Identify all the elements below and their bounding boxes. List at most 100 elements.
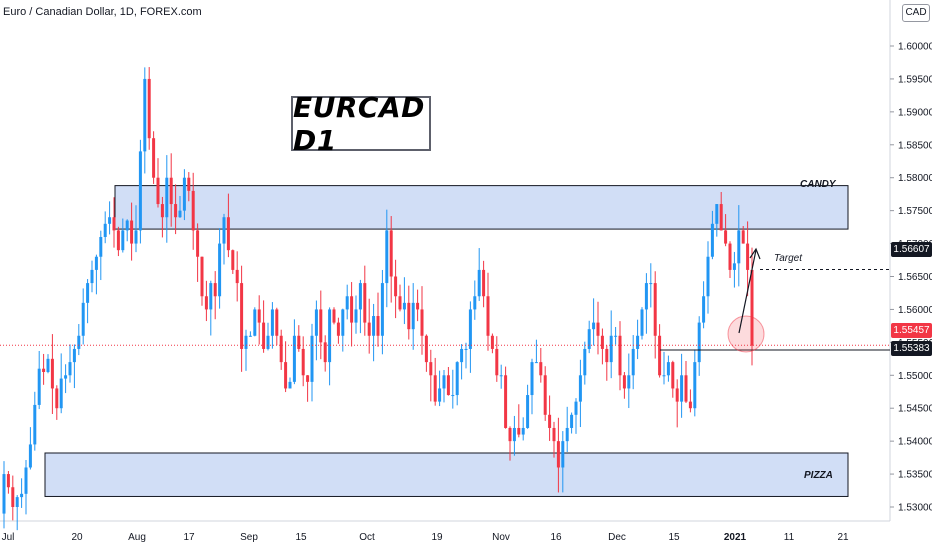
candle-body (59, 378, 63, 409)
candle-body (292, 335, 296, 382)
candle-body (262, 322, 266, 349)
candle-body (306, 375, 310, 382)
last-price-tag: 1.55457 (891, 323, 932, 338)
price-tick-label: 1.58000 (898, 173, 932, 184)
time-tick-label: 15 (295, 532, 307, 543)
candle-body (64, 375, 68, 379)
candle-body (24, 467, 28, 494)
candle-body (675, 388, 679, 402)
candle-body (385, 230, 389, 284)
candle-body (156, 177, 160, 205)
candle-body (152, 138, 156, 178)
candle-body (468, 309, 472, 349)
candle-body (693, 362, 697, 409)
candle-body (46, 358, 50, 372)
price-axis[interactable]: 1.530001.535001.540001.545001.550001.555… (890, 42, 932, 514)
support-price-tag: 1.55383 (891, 341, 932, 356)
candle-body (213, 283, 217, 297)
candle-body (688, 401, 692, 409)
candle-body (517, 427, 521, 435)
candle-body (2, 474, 6, 514)
time-tick-label: Sep (240, 532, 258, 543)
candle-body (363, 283, 367, 323)
candle-body (394, 276, 398, 297)
price-tick-label: 1.53500 (898, 470, 932, 481)
time-tick-label: Oct (359, 532, 375, 543)
candle-body (336, 322, 340, 336)
candle-body (407, 302, 411, 330)
candle-body (495, 348, 499, 376)
currency-button[interactable]: CAD (902, 4, 930, 22)
time-tick-label: 11 (784, 532, 795, 543)
candle-body (275, 309, 279, 336)
candle-body (99, 236, 103, 257)
candle-body (605, 348, 609, 363)
candle-body (15, 497, 19, 507)
price-tick-label: 1.54500 (898, 404, 932, 415)
candle-body (231, 250, 235, 270)
candle-body (477, 269, 481, 297)
candle-body (539, 362, 543, 376)
time-tick-label: 2021 (724, 532, 747, 543)
candle-body (165, 177, 169, 218)
zone-pizza (44, 452, 849, 497)
candle-body (253, 309, 257, 336)
candle-body (42, 368, 46, 372)
candle-body (644, 283, 648, 310)
candle-body (341, 309, 345, 336)
candles-layer (2, 67, 754, 531)
candle-body (649, 283, 653, 285)
candle-body (134, 230, 138, 244)
candle-body (20, 493, 24, 498)
candle-body (486, 296, 490, 336)
target-arrow-head (749, 247, 761, 260)
candle-body (350, 296, 354, 323)
candle-body (746, 243, 750, 270)
candle-body (482, 269, 486, 297)
candle-body (55, 388, 59, 409)
candle-body (121, 230, 125, 251)
price-tick-label: 1.54000 (898, 437, 932, 448)
candle-body (367, 322, 371, 336)
candle-body (460, 348, 464, 363)
candle-body (6, 474, 10, 488)
candle-body (310, 335, 314, 382)
candle-body (706, 256, 710, 297)
candle-body (380, 283, 384, 336)
time-axis[interactable]: Jul 20 Aug 17 Sep 15 Oct 19 Nov 16 Dec 15 2021 11 21 (2, 532, 849, 543)
candle-body (218, 243, 222, 297)
candle-body (715, 204, 719, 224)
candle-body (618, 335, 622, 376)
candle-body (226, 217, 230, 251)
candle-body (732, 263, 736, 270)
candle-body (72, 348, 76, 363)
candle-body (473, 296, 477, 310)
candle-body (614, 335, 618, 337)
candle-body (578, 375, 582, 402)
candle-body (702, 296, 706, 323)
candle-body (187, 177, 191, 191)
candle-body (543, 375, 547, 415)
candle-body (416, 302, 420, 310)
candle-body (592, 322, 596, 330)
candle-body (86, 283, 90, 303)
price-tick-label: 1.56500 (898, 272, 932, 283)
lines-layer (0, 268, 890, 351)
candle-body (257, 309, 261, 323)
candle-body (490, 335, 494, 349)
candle-body (750, 269, 754, 346)
candle-body (279, 335, 283, 363)
candle-body (240, 283, 244, 349)
candle-body (587, 329, 591, 349)
candle-body (94, 256, 98, 270)
candle-body (372, 316, 376, 336)
candle-body (574, 401, 578, 415)
zone-pizza-label: PIZZA (804, 470, 833, 481)
price-tick-label: 1.59000 (898, 107, 932, 118)
price-tick-label: 1.58500 (898, 140, 932, 151)
candle-body (530, 362, 534, 396)
candle-body (182, 177, 186, 211)
candle-body (451, 395, 455, 397)
price-tick-label: 1.56000 (898, 305, 932, 316)
